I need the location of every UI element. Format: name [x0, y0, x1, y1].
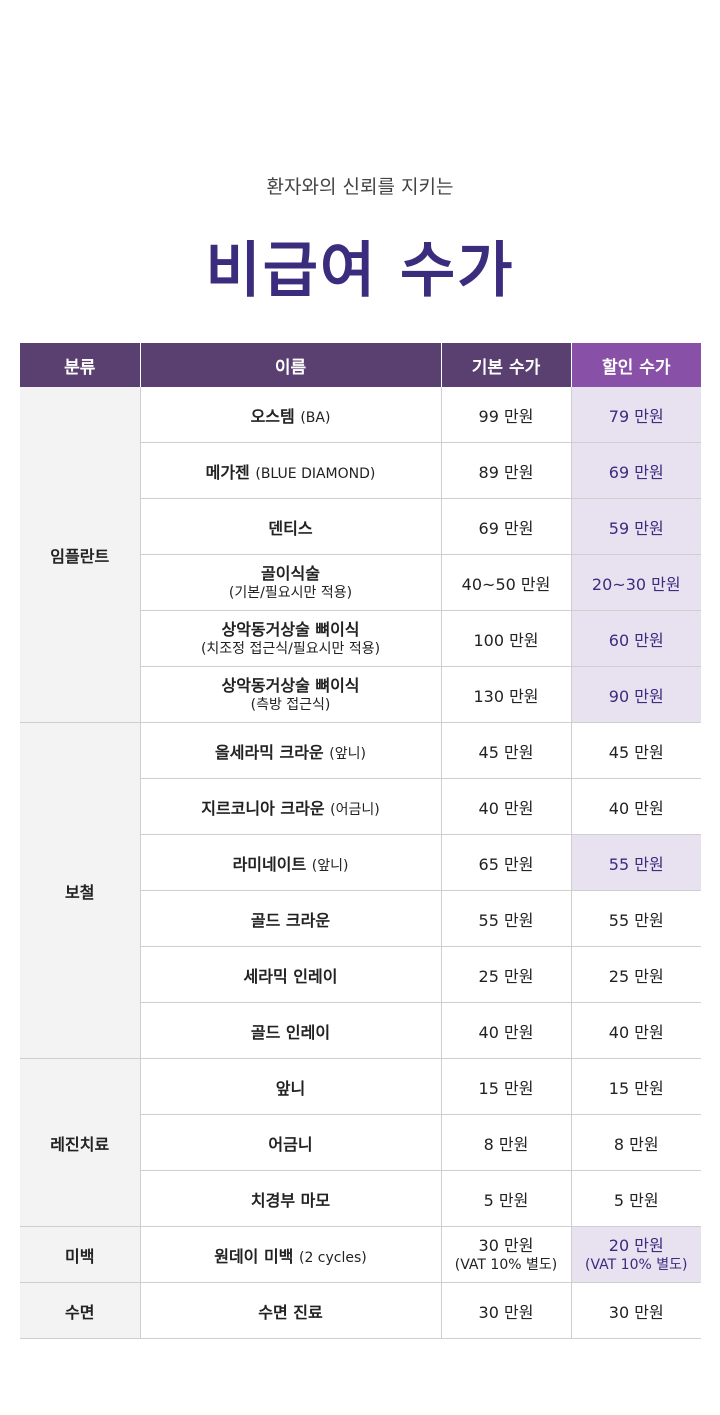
base-price: 89 만원: [441, 442, 572, 499]
discount-price: 55 만원: [571, 890, 701, 947]
discount-price: 30 만원: [571, 1282, 701, 1339]
category-implant: 임플란트: [20, 387, 141, 723]
table-row: 수면 수면 진료 30 만원 30 만원: [20, 1282, 701, 1339]
category-whitening: 미백: [20, 1226, 141, 1283]
base-price: 130 만원: [441, 666, 572, 723]
table-row: 메가젠 (BLUE DIAMOND) 89 만원 69 만원: [20, 442, 701, 499]
base-price: 5 만원: [441, 1170, 572, 1227]
base-price: 65 만원: [441, 834, 572, 891]
table-row: 상악동거상술 뼈이식 (치조정 접근식/필요시만 적용) 100 만원 60 만원: [20, 610, 701, 667]
item-name: 앞니: [140, 1058, 442, 1115]
base-price: 100 만원: [441, 610, 572, 667]
base-price: 40 만원: [441, 778, 572, 835]
discount-price: 59 만원: [571, 498, 701, 555]
table-row: 임플란트 오스템 (BA) 99 만원 79 만원: [20, 387, 701, 723]
base-price: 15 만원: [441, 1058, 572, 1115]
table-row: 치경부 마모 5 만원 5 만원: [20, 1170, 701, 1227]
item-name: 지르코니아 크라운 (어금니): [140, 778, 442, 835]
discount-price: 20 만원 (VAT 10% 별도): [571, 1226, 701, 1283]
base-price: 30 만원: [441, 1282, 572, 1339]
header-category: 분류: [20, 343, 141, 387]
category-prosthesis: 보철: [20, 722, 141, 1059]
base-price: 45 만원: [441, 722, 572, 779]
table-row: 미백 원데이 미백 (2 cycles) 30 만원 (VAT 10% 별도) 2…: [20, 1226, 701, 1283]
discount-price: 40 만원: [571, 1002, 701, 1059]
item-name: 덴티스: [140, 498, 442, 555]
table-row: 골드 인레이 40 만원 40 만원: [20, 1002, 701, 1059]
table-row: 지르코니아 크라운 (어금니) 40 만원 40 만원: [20, 778, 701, 835]
header-discount-price: 할인 수가: [571, 343, 701, 387]
table-row: 상악동거상술 뼈이식 (측방 접근식) 130 만원 90 만원: [20, 666, 701, 723]
base-price: 40~50 만원: [441, 554, 572, 611]
item-name: 오스템 (BA): [140, 387, 442, 443]
discount-price: 69 만원: [571, 442, 701, 499]
base-price: 30 만원 (VAT 10% 별도): [441, 1226, 572, 1283]
header-base-price: 기본 수가: [441, 343, 572, 387]
base-price: 25 만원: [441, 946, 572, 1003]
item-name: 상악동거상술 뼈이식 (치조정 접근식/필요시만 적용): [140, 610, 442, 667]
table-header-row: 분류 이름 기본 수가 할인 수가: [20, 343, 701, 387]
discount-price: 55 만원: [571, 834, 701, 891]
table-row: 세라믹 인레이 25 만원 25 만원: [20, 946, 701, 1003]
item-name: 라미네이트 (앞니): [140, 834, 442, 891]
category-sedation: 수면: [20, 1282, 141, 1339]
header-name: 이름: [140, 343, 442, 387]
item-name: 골드 인레이: [140, 1002, 442, 1059]
table-row: 어금니 8 만원 8 만원: [20, 1114, 701, 1171]
table-row: 라미네이트 (앞니) 65 만원 55 만원: [20, 834, 701, 891]
price-table: 분류 이름 기본 수가 할인 수가 임플란트 오스템 (BA) 99 만원 79…: [20, 343, 701, 1339]
discount-price: 45 만원: [571, 722, 701, 779]
item-name: 골드 크라운: [140, 890, 442, 947]
discount-price: 5 만원: [571, 1170, 701, 1227]
discount-price: 8 만원: [571, 1114, 701, 1171]
base-price: 8 만원: [441, 1114, 572, 1171]
item-name: 골이식술 (기본/필요시만 적용): [140, 554, 442, 611]
discount-price: 90 만원: [571, 666, 701, 723]
item-name: 메가젠 (BLUE DIAMOND): [140, 442, 442, 499]
table-row: 덴티스 69 만원 59 만원: [20, 498, 701, 555]
discount-price: 60 만원: [571, 610, 701, 667]
discount-price: 15 만원: [571, 1058, 701, 1115]
item-name: 세라믹 인레이: [140, 946, 442, 1003]
category-resin: 레진치료: [20, 1058, 141, 1227]
base-price: 55 만원: [441, 890, 572, 947]
discount-price: 20~30 만원: [571, 554, 701, 611]
page-title: 비급여 수가: [205, 236, 515, 306]
item-name: 상악동거상술 뼈이식 (측방 접근식): [140, 666, 442, 723]
item-name: 어금니: [140, 1114, 442, 1171]
base-price: 69 만원: [441, 498, 572, 555]
discount-price: 40 만원: [571, 778, 701, 835]
discount-price: 79 만원: [571, 387, 701, 443]
item-name: 치경부 마모: [140, 1170, 442, 1227]
page-subtitle: 환자와의 신뢰를 지키는: [266, 176, 454, 198]
item-name: 올세라믹 크라운 (앞니): [140, 722, 442, 779]
table-row: 골드 크라운 55 만원 55 만원: [20, 890, 701, 947]
discount-price: 25 만원: [571, 946, 701, 1003]
page-header: 환자와의 신뢰를 지키는 비급여 수가: [0, 0, 720, 343]
item-name: 원데이 미백 (2 cycles): [140, 1226, 442, 1283]
base-price: 99 만원: [441, 387, 572, 443]
item-name: 수면 진료: [140, 1282, 442, 1339]
table-row: 보철 올세라믹 크라운 (앞니) 45 만원 45 만원: [20, 722, 701, 1059]
table-row: 골이식술 (기본/필요시만 적용) 40~50 만원 20~30 만원: [20, 554, 701, 611]
base-price: 40 만원: [441, 1002, 572, 1059]
table-row: 레진치료 앞니 15 만원 15 만원: [20, 1058, 701, 1227]
